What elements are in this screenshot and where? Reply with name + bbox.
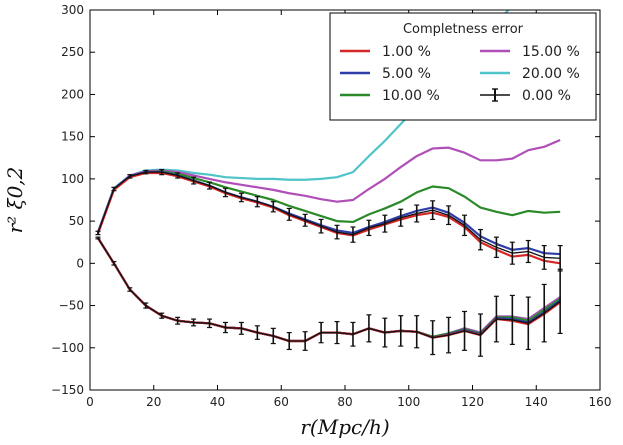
legend-box	[329, 12, 597, 121]
x-tick-label: 160	[589, 395, 612, 409]
series-line-monopole	[96, 171, 561, 265]
y-tick-label: 200	[61, 87, 84, 101]
series-line-quadrupole	[97, 237, 561, 342]
legend-label: 10.00 %	[382, 88, 440, 104]
legend-label: 1.00 %	[382, 44, 431, 60]
y-tick-label: 150	[61, 130, 84, 144]
legend-item: 15.00 %	[480, 44, 580, 60]
series-line-monopole	[96, 170, 561, 234]
y-axis-label: r² ξ0,2	[3, 167, 27, 234]
plot-area	[95, 10, 563, 357]
y-tick-label: 250	[61, 45, 84, 59]
x-tick-label: 20	[146, 395, 161, 409]
y-tick-label: −50	[59, 299, 84, 313]
legend-item: 5.00 %	[340, 66, 431, 82]
y-tick-label: −100	[51, 341, 84, 355]
legend-item: 10.00 %	[340, 88, 440, 104]
legend-item: 1.00 %	[340, 44, 431, 60]
series-line-monopole	[96, 139, 561, 233]
x-tick-label: 40	[210, 395, 225, 409]
x-tick-label: 100	[397, 395, 420, 409]
legend-item: 0.00 %	[480, 88, 571, 104]
legend-label: 20.00 %	[522, 66, 580, 82]
legend-label: 0.00 %	[522, 88, 571, 104]
y-axis: −150 −100 −50 0 50 100 150 200 250 300	[51, 3, 600, 397]
y-tick-label: −150	[51, 383, 84, 397]
x-tick-label: 60	[274, 395, 289, 409]
x-axis: 0 20 40 60 80 100 120 140 160	[86, 10, 611, 409]
legend-label: 15.00 %	[522, 44, 580, 60]
x-axis-label: r(Mpc/h)	[300, 415, 389, 439]
x-tick-label: 80	[337, 395, 352, 409]
y-tick-label: 50	[69, 214, 84, 228]
legend-label: 5.00 %	[382, 66, 431, 82]
series-line-monopole	[97, 171, 561, 259]
y-tick-label: 0	[76, 256, 84, 270]
x-tick-label: 0	[86, 395, 94, 409]
y-tick-label: 300	[61, 3, 84, 17]
legend: Completness error 1.00 % 5.00 % 10.00 % 15.…	[329, 12, 597, 121]
legend-title: Completness error	[403, 22, 524, 37]
legend-item: 20.00 %	[480, 66, 580, 82]
x-tick-label: 140	[525, 395, 548, 409]
x-tick-label: 120	[461, 395, 484, 409]
y-tick-label: 100	[61, 172, 84, 186]
